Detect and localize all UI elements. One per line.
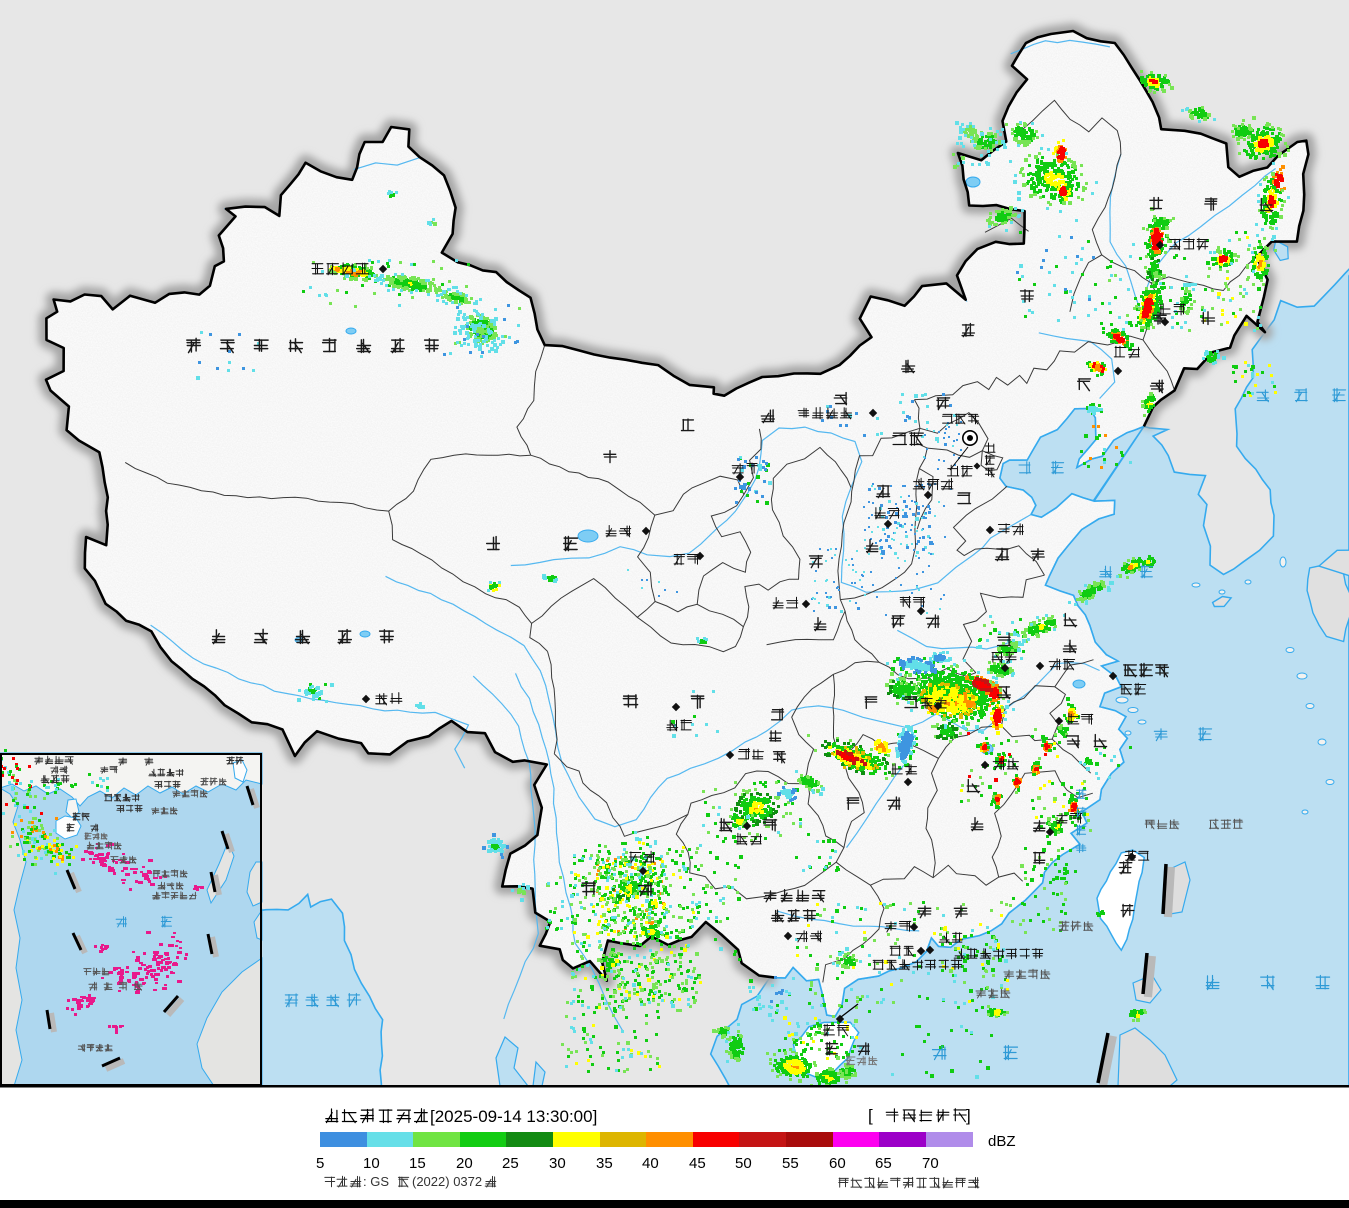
svg-text:dBZ: dBZ (988, 1133, 1016, 1150)
svg-text:[2025-09-14 13:30:00]: [2025-09-14 13:30:00] (430, 1107, 597, 1126)
svg-text:: GS: : GS (363, 1174, 389, 1189)
svg-text:]: ] (966, 1106, 971, 1125)
svg-text:(2022) 0372: (2022) 0372 (412, 1174, 482, 1189)
svg-text:[: [ (868, 1106, 873, 1125)
